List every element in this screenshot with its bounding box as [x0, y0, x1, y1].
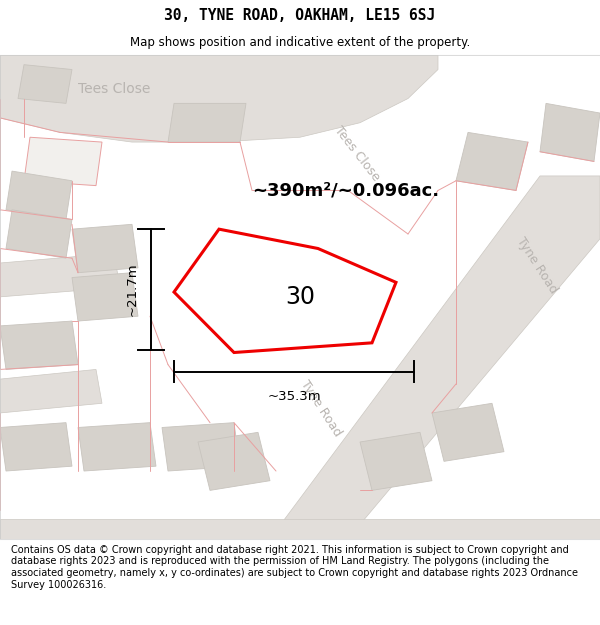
Polygon shape: [432, 403, 504, 461]
Text: Map shows position and indicative extent of the property.: Map shows position and indicative extent…: [130, 36, 470, 49]
Polygon shape: [72, 224, 138, 272]
Text: ~35.3m: ~35.3m: [267, 390, 321, 403]
Polygon shape: [0, 55, 438, 142]
Polygon shape: [162, 422, 240, 471]
Polygon shape: [0, 519, 600, 539]
Polygon shape: [270, 176, 600, 539]
Polygon shape: [456, 132, 528, 191]
Polygon shape: [360, 432, 432, 491]
Text: ~21.7m: ~21.7m: [125, 262, 139, 316]
Text: Tees Close: Tees Close: [78, 82, 151, 96]
Polygon shape: [78, 422, 156, 471]
Polygon shape: [0, 321, 78, 369]
Text: Contains OS data © Crown copyright and database right 2021. This information is : Contains OS data © Crown copyright and d…: [11, 545, 578, 589]
Text: ~390m²/~0.096ac.: ~390m²/~0.096ac.: [252, 181, 439, 199]
Text: Tyne Road: Tyne Road: [514, 235, 560, 296]
Polygon shape: [0, 369, 102, 413]
Text: 30: 30: [285, 285, 315, 309]
Polygon shape: [0, 253, 120, 297]
Polygon shape: [24, 138, 102, 186]
Polygon shape: [168, 103, 246, 142]
Polygon shape: [72, 272, 138, 321]
Text: Tyne Road: Tyne Road: [298, 378, 344, 439]
Polygon shape: [18, 64, 72, 103]
Polygon shape: [6, 210, 72, 258]
Polygon shape: [198, 432, 270, 491]
Polygon shape: [0, 422, 72, 471]
Polygon shape: [540, 103, 600, 161]
Polygon shape: [6, 171, 72, 219]
Text: Tees Close: Tees Close: [332, 124, 382, 184]
Text: 30, TYNE ROAD, OAKHAM, LE15 6SJ: 30, TYNE ROAD, OAKHAM, LE15 6SJ: [164, 8, 436, 23]
